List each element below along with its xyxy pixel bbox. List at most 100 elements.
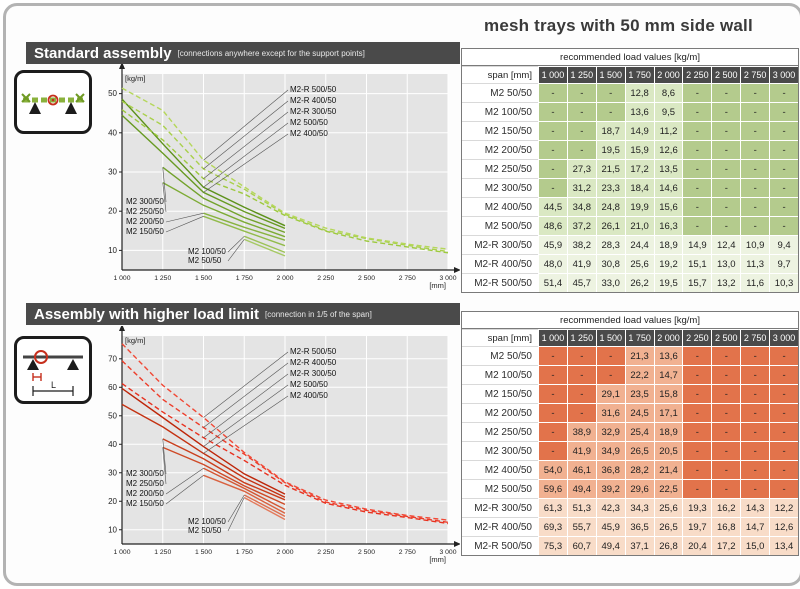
y-tick-label: 20: [108, 207, 117, 216]
load-cell: -: [711, 140, 741, 159]
load-cell: 14,9: [682, 235, 712, 254]
load-cell: 34,9: [595, 441, 625, 460]
load-cell: 12,4: [711, 235, 741, 254]
load-cell: 11,6: [740, 273, 770, 292]
load-cell: 41,9: [566, 441, 596, 460]
load-cell: 9,5: [653, 102, 683, 121]
load-cell: -: [711, 479, 741, 498]
load-cell: -: [682, 441, 712, 460]
load-cell: 36,8: [595, 460, 625, 479]
y-axis-unit: [kg/m]: [125, 336, 145, 345]
series-line-M2-R-400/50: [121, 360, 449, 523]
series-label: M2-R 400/50: [290, 358, 337, 367]
load-cell: -: [682, 460, 712, 479]
label-leader: [162, 182, 167, 213]
label-leader: [203, 384, 289, 447]
table-row: M2 250/50-27,3 21,5 17,2 13,5- - - -: [462, 159, 798, 178]
load-cell: -: [769, 216, 798, 235]
load-cell: 21,0: [624, 216, 654, 235]
load-cell: 10,9: [740, 235, 770, 254]
load-cell: -: [538, 441, 567, 460]
load-cell: 19,5: [595, 140, 625, 159]
load-cell: -: [769, 422, 798, 441]
label-leader: [203, 395, 289, 454]
span-value: 2 250: [682, 66, 712, 83]
load-cell: -: [740, 384, 770, 403]
x-tick-label: 1 000: [113, 549, 130, 556]
label-leader: [165, 216, 204, 233]
row-label: M2 250/50: [462, 159, 538, 178]
table-row: M2-R 400/50 48,0 41,9 30,8 25,6 19,2 15,1 13,0 1…: [462, 254, 798, 273]
load-cell: -: [740, 479, 770, 498]
mid-span-marker: [47, 94, 59, 106]
y-axis-arrow: [119, 326, 125, 331]
higher-load-limit-load-table: recommended load values [kg/m] span [mm] 1…: [461, 311, 799, 556]
section-header-standard-assembly: Standard assembly [connections anywhere …: [26, 42, 460, 64]
load-cell: 15,7: [682, 273, 712, 292]
x-tick-label: 3 000: [439, 275, 456, 282]
series-line-M2-R-300/50: [121, 109, 449, 254]
x-tick-label: 1 500: [195, 275, 212, 282]
x-tick-label: 1 000: [113, 275, 130, 282]
series-label: M2 500/50: [290, 118, 328, 127]
load-cell: 28,3: [595, 235, 625, 254]
load-cell: 48,0: [538, 254, 567, 273]
standard-assembly-schematic: [21, 93, 85, 114]
load-cell: -: [769, 460, 798, 479]
load-cell: -: [566, 403, 596, 422]
row-label: M2 300/50: [462, 178, 538, 197]
load-cell: -: [566, 346, 596, 365]
series-label: M2 400/50: [290, 391, 328, 400]
x-tick-label: 1 500: [195, 549, 212, 556]
load-cell: -: [711, 441, 741, 460]
load-cell: 44,5: [538, 197, 567, 216]
row-label: M2 150/50: [462, 384, 538, 403]
load-cell: -: [740, 159, 770, 178]
load-cell: -: [538, 346, 567, 365]
load-cell: -: [682, 216, 712, 235]
load-cell: -: [538, 422, 567, 441]
x-tick-label: 2 500: [358, 275, 375, 282]
load-cell: -: [769, 403, 798, 422]
load-cell: 23,5: [624, 384, 654, 403]
label-leader: [162, 438, 167, 475]
load-cell: 21,4: [653, 460, 683, 479]
row-label: M2-R 300/50: [462, 498, 538, 517]
load-cell: -: [682, 159, 712, 178]
load-cell: 37,2: [566, 216, 596, 235]
load-cell: -: [595, 83, 625, 102]
series-line-M2-150/50: [203, 215, 286, 247]
span-value: 1 750: [624, 66, 654, 83]
load-cell: 26,2: [624, 273, 654, 292]
load-cell: 24,8: [595, 197, 625, 216]
label-leader: [165, 212, 204, 223]
load-cell: -: [769, 121, 798, 140]
table-row: M2 100/50- - -22,2 14,7- - - -: [462, 365, 798, 384]
load-cell: 48,6: [538, 216, 567, 235]
row-label: M2-R 400/50: [462, 254, 538, 273]
x-tick-label: 1 750: [236, 549, 253, 556]
row-label: M2 200/50: [462, 403, 538, 422]
row-label: M2 200/50: [462, 140, 538, 159]
support-triangle-right: [65, 102, 77, 114]
load-cell: 15,1: [682, 254, 712, 273]
load-cell: -: [711, 159, 741, 178]
y-axis-unit: [kg/m]: [125, 74, 145, 83]
load-cell: 38,2: [566, 235, 596, 254]
label-leader: [227, 236, 245, 253]
series-label: M2 100/50: [188, 517, 226, 526]
load-cell: 14,9: [624, 121, 654, 140]
load-cell: 14,7: [740, 517, 770, 536]
label-leader: [227, 239, 245, 262]
load-cell: 27,3: [566, 159, 596, 178]
load-cell: 19,2: [653, 254, 683, 273]
load-cell: 18,7: [595, 121, 625, 140]
span-label: span [mm]: [462, 66, 538, 83]
table-row: M2 150/50- -18,7 14,9 11,2- - - -: [462, 121, 798, 140]
series-line-M2-300/50: [162, 438, 286, 501]
y-tick-label: 10: [108, 525, 117, 534]
higher-load-limit-chart: 10 20 30 40 50 60 70 1 000 1 250 1 500 1 750 2 000 2…: [108, 326, 460, 564]
load-cell: 15,8: [653, 384, 683, 403]
load-cell: 15,0: [740, 536, 770, 555]
load-cell: -: [740, 83, 770, 102]
